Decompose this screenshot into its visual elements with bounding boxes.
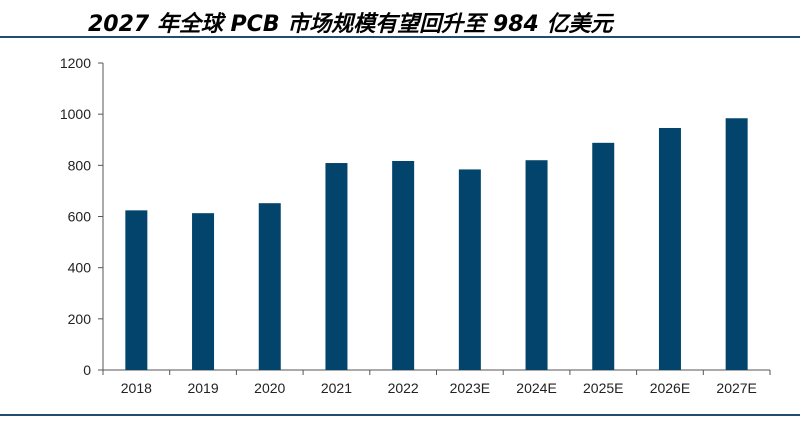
x-tick-label: 2019 (187, 380, 218, 396)
chart-title: 2027 年全球 PCB 市场规模有望回升至 984 亿美元 (88, 12, 613, 37)
x-tick-label: 2024E (516, 380, 556, 396)
bar-2020 (258, 203, 281, 370)
x-tick-label: 2025E (583, 380, 623, 396)
x-tick-label: 2022 (388, 380, 419, 396)
x-axis: 2018 2019 2020 2021 2022 2023E 2024E 2025E 2026E… (102, 369, 771, 396)
y-tick-label: 800 (68, 157, 92, 173)
bar-2023E (458, 169, 481, 370)
y-tick-label: 600 (68, 209, 92, 225)
x-tick-label: 2020 (254, 380, 285, 396)
bar-2021 (325, 163, 348, 370)
bars (125, 118, 748, 371)
y-tick-label: 1000 (60, 106, 91, 122)
bar-2025E (592, 142, 615, 370)
x-tick-label: 2021 (321, 380, 352, 396)
top-rule (0, 36, 800, 38)
y-tick-label: 200 (68, 311, 92, 327)
y-tick-label: 1200 (60, 55, 91, 71)
x-tick-label: 2026E (650, 380, 690, 396)
bar-2027E (725, 118, 748, 370)
x-tick-label: 2027E (716, 380, 756, 396)
x-tick-label: 2018 (121, 380, 152, 396)
bar-2026E (658, 127, 681, 371)
bar-2024E (525, 160, 548, 370)
y-axis: 0 200 400 600 800 1000 1200 (60, 55, 104, 378)
y-tick-label: 400 (68, 260, 92, 276)
bottom-rule (0, 414, 800, 416)
bar-2018 (125, 210, 148, 370)
bar-2022 (392, 160, 415, 370)
x-tick-label: 2023E (450, 380, 490, 396)
y-tick-label: 0 (83, 362, 91, 378)
bar-2019 (192, 213, 215, 370)
